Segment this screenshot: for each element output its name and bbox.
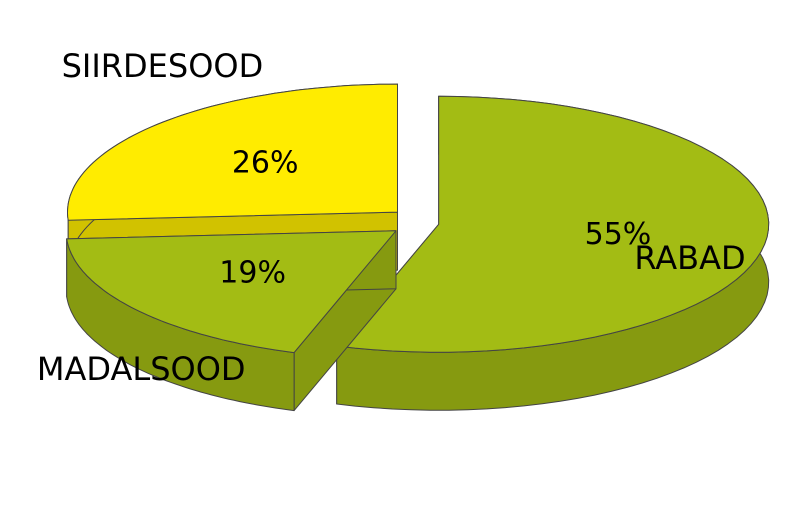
slice [66,230,397,354]
slice [336,95,770,353]
value-label: 55% [585,217,652,252]
category-label: SIIRDESOOD [62,47,264,85]
value-label: 19% [219,255,286,290]
category-label: MADALSOOD [37,350,246,388]
slice [67,83,398,221]
value-label: 26% [232,145,299,180]
category-label: RABAD [634,239,745,277]
